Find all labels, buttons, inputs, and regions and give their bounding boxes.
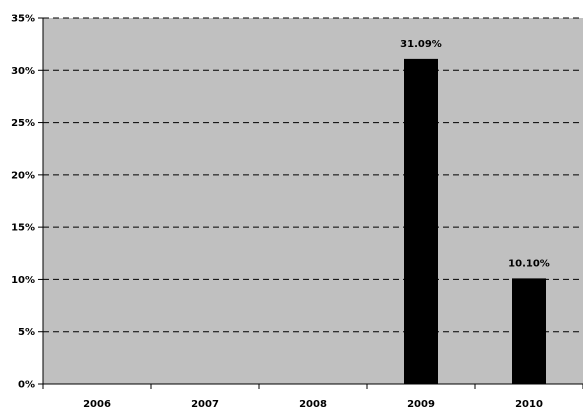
y-tick-label: 10%	[11, 275, 35, 286]
axes	[42, 18, 583, 385]
x-tick-label: 2008	[299, 399, 327, 410]
bar	[512, 278, 546, 384]
y-tick-label: 5%	[18, 327, 35, 338]
data-labels: 31.09% 10.10%	[400, 39, 550, 269]
y-tick-label: 35%	[11, 14, 35, 25]
y-tick-label: 30%	[11, 66, 35, 77]
plot-area	[43, 18, 583, 384]
bars	[404, 58, 546, 385]
x-tick-label: 2010	[515, 399, 543, 410]
y-tick-label: 0%	[18, 380, 35, 391]
data-label: 10.10%	[508, 258, 550, 269]
x-tick-label: 2009	[407, 399, 435, 410]
y-tick-label: 20%	[11, 170, 35, 181]
y-tick-label: 25%	[11, 118, 35, 129]
gridlines	[43, 17, 583, 333]
x-axis-ticks: 2006 2007 2008 2009 2010	[42, 384, 583, 410]
bar	[404, 58, 438, 385]
x-tick-label: 2007	[191, 399, 219, 410]
x-tick-label: 2006	[83, 399, 111, 410]
y-tick-label: 15%	[11, 223, 35, 234]
y-axis-ticks: 0% 5% 10% 15% 20% 25% 30% 35%	[11, 14, 43, 391]
data-label: 31.09%	[400, 39, 442, 50]
